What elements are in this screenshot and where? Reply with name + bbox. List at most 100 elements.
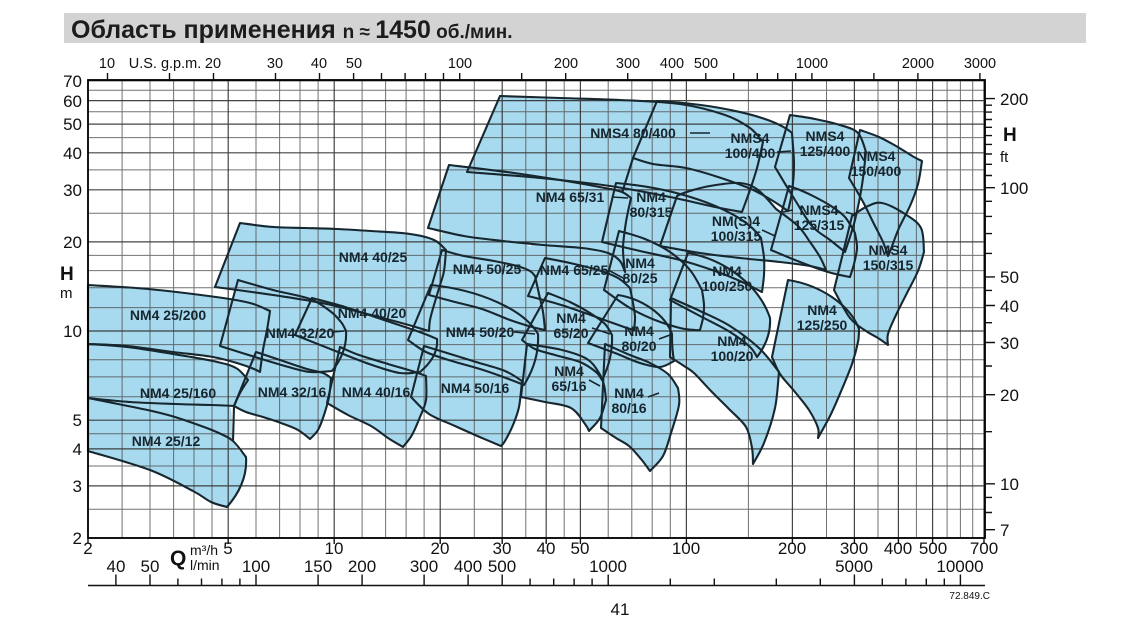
svg-text:1000: 1000 <box>589 557 627 576</box>
svg-text:NM4: NM4 <box>614 385 644 401</box>
svg-text:30: 30 <box>63 181 82 200</box>
svg-text:125/315: 125/315 <box>794 217 845 233</box>
svg-text:NM4 32/20: NM4 32/20 <box>266 325 335 341</box>
svg-text:65/20: 65/20 <box>553 325 588 341</box>
svg-text:150/400: 150/400 <box>851 163 902 179</box>
svg-text:50: 50 <box>1000 268 1019 287</box>
svg-text:30: 30 <box>1000 334 1019 353</box>
svg-text:65/16: 65/16 <box>551 378 586 394</box>
svg-text:80/315: 80/315 <box>630 204 673 220</box>
svg-text:m: m <box>60 285 73 302</box>
svg-text:100: 100 <box>448 56 472 72</box>
svg-text:NM4 40/25: NM4 40/25 <box>339 249 408 265</box>
svg-text:100/250: 100/250 <box>702 278 753 294</box>
svg-text:10: 10 <box>325 539 344 558</box>
svg-text:Q: Q <box>170 547 186 570</box>
svg-text:NMS4: NMS4 <box>806 128 845 144</box>
svg-text:300: 300 <box>840 539 868 558</box>
svg-text:20: 20 <box>205 56 221 72</box>
svg-text:400: 400 <box>884 539 912 558</box>
svg-text:H: H <box>60 264 74 285</box>
svg-text:500: 500 <box>694 56 718 72</box>
svg-text:NM4: NM4 <box>712 263 742 279</box>
svg-text:20: 20 <box>63 233 82 252</box>
svg-text:NMS4: NMS4 <box>731 130 770 146</box>
svg-text:NM4: NM4 <box>807 302 837 318</box>
svg-text:50: 50 <box>63 115 82 134</box>
svg-text:NM4 25/200: NM4 25/200 <box>130 307 206 323</box>
svg-text:NMS4: NMS4 <box>869 242 908 258</box>
svg-text:50: 50 <box>571 539 590 558</box>
svg-text:NM4: NM4 <box>717 333 747 349</box>
svg-text:NM4: NM4 <box>556 310 586 326</box>
svg-text:200: 200 <box>1000 90 1028 109</box>
svg-text:20: 20 <box>1000 386 1019 405</box>
svg-text:5: 5 <box>73 411 82 430</box>
svg-text:10: 10 <box>1000 475 1019 494</box>
svg-text:4: 4 <box>73 440 82 459</box>
svg-text:NM4: NM4 <box>624 323 654 339</box>
svg-text:NM4 50/20: NM4 50/20 <box>446 324 515 340</box>
svg-text:70: 70 <box>63 72 82 91</box>
svg-text:7: 7 <box>1000 521 1009 540</box>
svg-text:m³/h: m³/h <box>190 542 218 558</box>
svg-text:50: 50 <box>346 56 362 72</box>
svg-text:1000: 1000 <box>796 56 828 72</box>
svg-text:200: 200 <box>554 56 578 72</box>
svg-text:l/min: l/min <box>190 557 220 573</box>
svg-text:2: 2 <box>83 539 92 558</box>
svg-text:5: 5 <box>223 539 232 558</box>
svg-text:150: 150 <box>304 557 332 576</box>
svg-text:NM4 50/25: NM4 50/25 <box>453 261 522 277</box>
svg-text:80/25: 80/25 <box>622 270 657 286</box>
svg-text:300: 300 <box>410 557 438 576</box>
svg-text:100/400: 100/400 <box>725 145 776 161</box>
svg-text:NM4 25/160: NM4 25/160 <box>140 385 216 401</box>
svg-text:40: 40 <box>311 56 327 72</box>
svg-text:400: 400 <box>660 56 684 72</box>
svg-text:NM4 40/16: NM4 40/16 <box>342 384 411 400</box>
svg-text:NM4 65/25: NM4 65/25 <box>540 262 609 278</box>
svg-text:100: 100 <box>672 539 700 558</box>
svg-text:NM4 32/16: NM4 32/16 <box>258 384 327 400</box>
svg-text:200: 200 <box>778 539 806 558</box>
svg-text:H: H <box>1003 125 1017 146</box>
svg-text:2: 2 <box>73 529 82 548</box>
svg-text:300: 300 <box>616 56 640 72</box>
svg-text:2000: 2000 <box>902 56 934 72</box>
svg-text:60: 60 <box>63 92 82 111</box>
svg-text:NM4: NM4 <box>554 363 584 379</box>
svg-text:150/315: 150/315 <box>863 257 914 273</box>
svg-text:100: 100 <box>242 557 270 576</box>
svg-text:30: 30 <box>493 539 512 558</box>
svg-text:10: 10 <box>99 56 115 72</box>
svg-text:500: 500 <box>488 557 516 576</box>
svg-text:NMS4 80/400: NMS4 80/400 <box>590 125 676 141</box>
svg-text:NMS4: NMS4 <box>800 202 839 218</box>
svg-text:100: 100 <box>1000 179 1028 198</box>
svg-text:NM4: NM4 <box>625 255 655 271</box>
svg-text:500: 500 <box>919 539 947 558</box>
svg-text:30: 30 <box>267 56 283 72</box>
svg-text:NM4 50/16: NM4 50/16 <box>441 380 510 396</box>
svg-text:U.S. g.p.m.: U.S. g.p.m. <box>129 56 202 72</box>
svg-text:400: 400 <box>454 557 482 576</box>
svg-text:41: 41 <box>611 600 630 619</box>
svg-text:Область применения n ≈ 1450 об: Область применения n ≈ 1450 об./мин. <box>71 16 513 44</box>
svg-text:125/400: 125/400 <box>800 143 851 159</box>
svg-text:NM4 25/12: NM4 25/12 <box>132 433 201 449</box>
svg-text:40: 40 <box>63 144 82 163</box>
svg-text:NM4 65/31: NM4 65/31 <box>536 189 605 205</box>
svg-text:40: 40 <box>107 557 126 576</box>
svg-text:100/315: 100/315 <box>711 228 762 244</box>
svg-text:NM(S)4: NM(S)4 <box>712 213 760 229</box>
svg-text:80/16: 80/16 <box>611 400 646 416</box>
svg-text:200: 200 <box>348 557 376 576</box>
svg-text:40: 40 <box>537 539 556 558</box>
svg-text:40: 40 <box>1000 297 1019 316</box>
svg-text:NMS4: NMS4 <box>857 148 896 164</box>
svg-text:5000: 5000 <box>835 557 873 576</box>
svg-text:20: 20 <box>431 539 450 558</box>
svg-text:125/250: 125/250 <box>797 317 848 333</box>
svg-text:ft: ft <box>1000 149 1009 166</box>
